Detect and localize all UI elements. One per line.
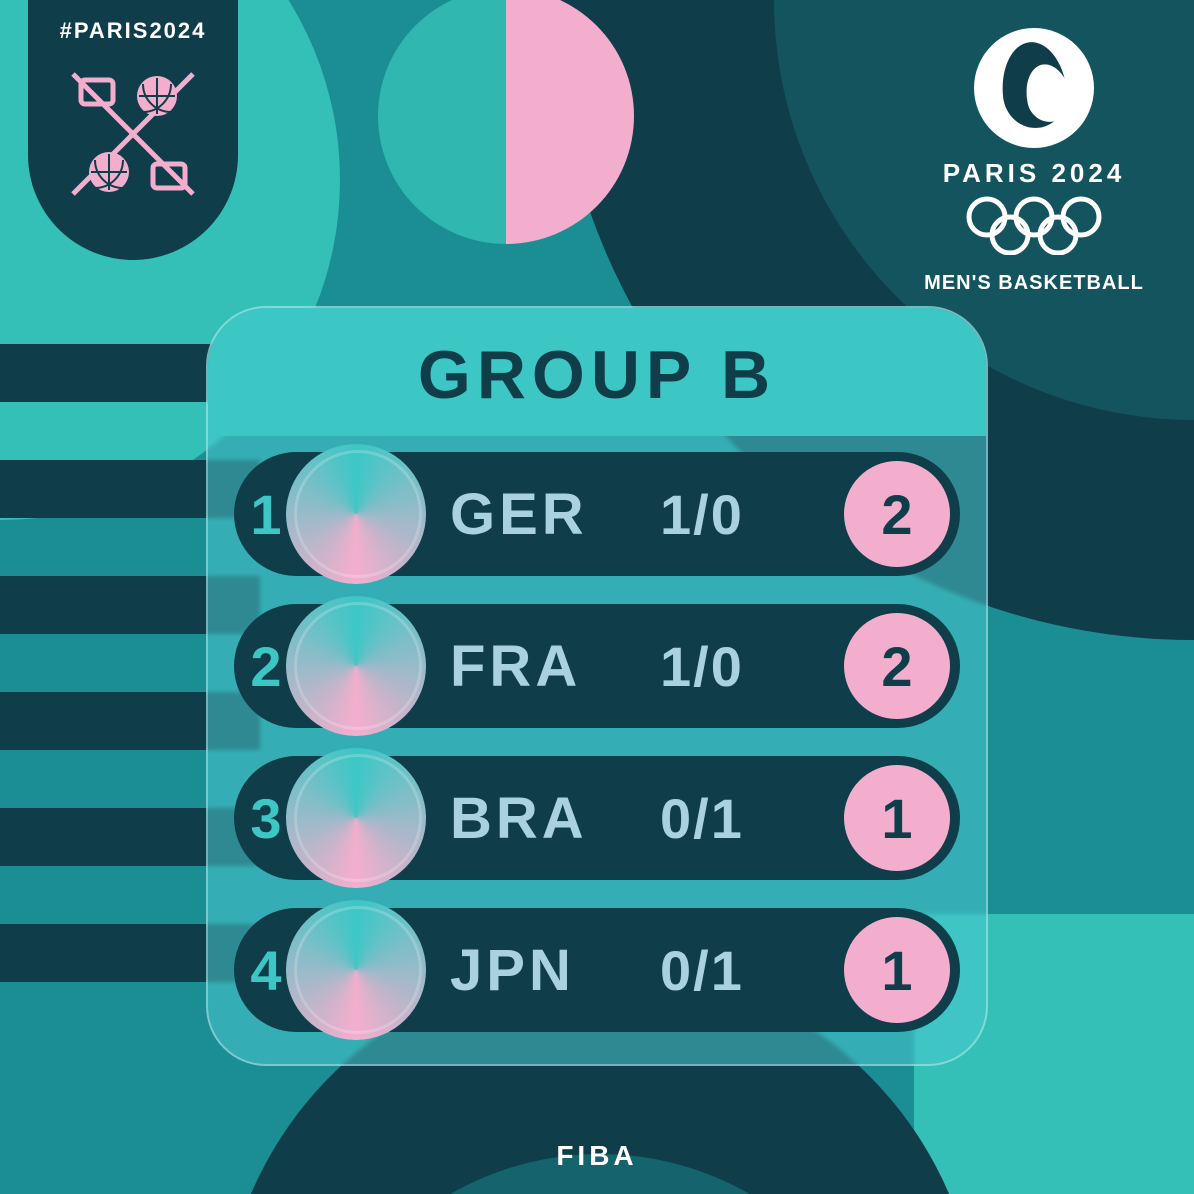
table-row: 2 FRA 1/0 2 [234,604,960,728]
flag-icon [294,602,422,730]
country-code: BRA [450,785,660,852]
standings-rows: 1 GER 1/0 2 2 FRA 1/0 2 3 BRA 0/1 1 [208,436,986,1032]
bg-circle-split-right [506,0,634,244]
rank-number: 2 [234,634,298,699]
points-badge: 1 [844,917,950,1023]
country-code: FRA [450,633,660,700]
bg-circle-split-left [378,0,506,244]
points-badge: 2 [844,461,950,567]
rank-number: 1 [234,482,298,547]
group-title: GROUP B [208,308,986,436]
win-loss: 1/0 [660,634,810,699]
rank-number: 3 [234,786,298,851]
standings-card: GROUP B 1 GER 1/0 2 2 FRA 1/0 2 3 BRA 0/… [206,306,988,1066]
points-badge: 2 [844,613,950,719]
table-row: 1 GER 1/0 2 [234,452,960,576]
flag-icon [294,906,422,1034]
table-row: 3 BRA 0/1 1 [234,756,960,880]
win-loss: 0/1 [660,786,810,851]
win-loss: 1/0 [660,482,810,547]
flag-icon [294,754,422,882]
olympic-rings-icon [959,195,1109,255]
win-loss: 0/1 [660,938,810,1003]
footer-org: FIBA [0,1140,1194,1172]
event-hashtag: #PARIS2024 [28,0,238,44]
points-badge: 1 [844,765,950,871]
olympic-mark: PARIS 2024 MEN'S BASKETBALL [914,28,1154,295]
basketball-cross-icon [53,54,213,214]
country-code: GER [450,481,660,548]
rank-number: 4 [234,938,298,1003]
country-code: JPN [450,937,660,1004]
stage: #PARIS2024 PARIS 2024 [0,0,1194,1194]
olympic-subtitle: MEN'S BASKETBALL [914,272,1154,295]
bg-circle-split [378,0,634,244]
event-badge: #PARIS2024 [28,0,238,260]
table-row: 4 JPN 0/1 1 [234,908,960,1032]
flag-icon [294,450,422,578]
olympic-title: PARIS 2024 [914,158,1154,189]
flame-icon [974,28,1094,148]
